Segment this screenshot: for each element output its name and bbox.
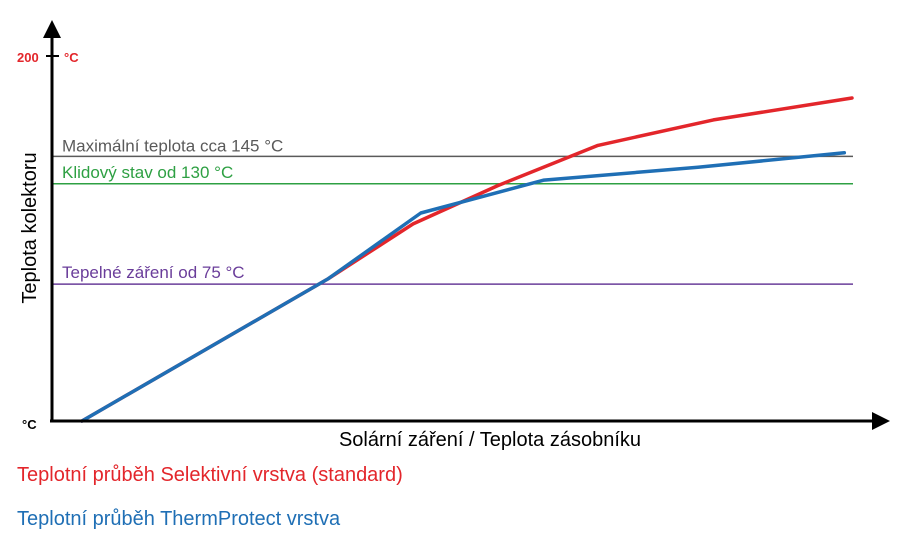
x-axis-arrow xyxy=(872,412,890,430)
reference-label-145: Maximální teplota cca 145 °C xyxy=(62,136,283,155)
legend-item-thermprotect: Teplotní průběh ThermProtect vrstva xyxy=(17,508,341,530)
y-axis-arrow xyxy=(43,20,61,38)
reference-label-130: Klidový stav od 130 °C xyxy=(62,163,233,182)
x-axis-label: Solární záření / Teplota zásobníku xyxy=(339,429,641,451)
y-tick-top-unit: °C xyxy=(64,50,79,65)
reference-label-75: Tepelné záření od 75 °C xyxy=(62,263,245,282)
y-tick-top-value: 200 xyxy=(17,50,39,65)
series-line-thermprotect xyxy=(80,150,847,423)
y-unit-bottom: °C xyxy=(22,417,37,432)
y-axis-label: Teplota kolektoru xyxy=(19,152,41,303)
legend-item-selective: Teplotní průběh Selektivní vrstva (stand… xyxy=(17,464,403,486)
